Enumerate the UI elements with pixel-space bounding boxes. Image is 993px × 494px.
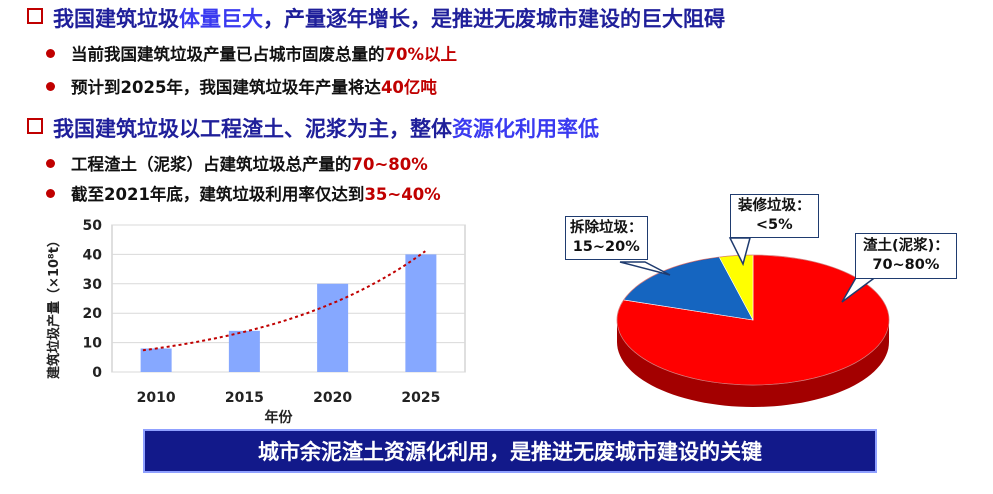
- dot-bullet-icon: [46, 159, 55, 168]
- dot-bullet-icon: [46, 49, 55, 58]
- callout-pointer: [728, 237, 751, 267]
- callout-decoration-label: 装修垃圾：: [738, 198, 811, 214]
- callout-decoration: 装修垃圾： <5%: [730, 194, 819, 238]
- trendline: [142, 250, 426, 352]
- heading-composition: 我国建筑垃圾以工程渣土、泥浆为主，整体资源化利用率低: [27, 113, 599, 143]
- bullet-forecast-highlight: 40亿吨: [380, 78, 437, 97]
- callout-muck: 渣土(泥浆)： 70~80%: [855, 233, 957, 279]
- heading-volume: 我国建筑垃圾体量巨大，产量逐年增长，是推进无废城市建设的巨大阻碍: [27, 3, 725, 33]
- callout-muck-label: 渣土(泥浆)：: [863, 238, 949, 254]
- bullet-share: 当前我国建筑垃圾产量已占城市固废总量的70%以上: [46, 41, 457, 65]
- dot-bullet-icon: [46, 82, 55, 91]
- y-tick-label: 30: [83, 277, 103, 293]
- bullet-share-text: 当前我国建筑垃圾产量已占城市固废总量的: [71, 45, 385, 64]
- y-tick-label: 20: [83, 306, 103, 322]
- conclusion-banner: 城市余泥渣土资源化利用，是推进无废城市建设的关键: [143, 429, 877, 473]
- bullet-soil-share-highlight: 70~80%: [351, 155, 428, 174]
- bullet-share-highlight: 70%以上: [384, 45, 458, 64]
- y-tick-label: 10: [83, 336, 103, 352]
- heading-volume-text: 我国建筑垃圾: [53, 7, 179, 31]
- pie-chart: [616, 237, 890, 407]
- y-tick-label: 50: [83, 218, 103, 234]
- bullet-forecast-text: 预计到2025年，我国建筑垃圾年产量将达: [71, 78, 381, 97]
- x-tick-label: 2025: [401, 390, 440, 406]
- dot-bullet-icon: [46, 189, 55, 198]
- x-axis-title: 年份: [265, 409, 294, 425]
- bar-chart: 0 10 20 30 40 50 2010 2015 2020 2025 年份 建筑垃圾产量（×10⁸…: [46, 218, 466, 425]
- heading-volume-rest: ，产量逐年增长，是推进无废城市建设的巨大阻碍: [263, 7, 725, 31]
- heading-composition-text: 我国建筑垃圾以工程渣土、泥浆为主，整体: [53, 117, 452, 141]
- bullet-soil-share: 工程渣土（泥浆）占建筑垃圾总产量的70~80%: [46, 151, 428, 175]
- x-tick-label: 2020: [313, 390, 352, 406]
- x-tick-label: 2010: [137, 390, 176, 406]
- callout-demolition-label: 拆除垃圾：: [570, 220, 643, 236]
- bar: [317, 283, 349, 372]
- bar: [140, 348, 172, 372]
- callout-pointer: [619, 261, 671, 276]
- y-tick-label: 0: [92, 365, 102, 381]
- y-axis-title: 建筑垃圾产量（×10⁸t）: [46, 234, 62, 379]
- bullet-forecast: 预计到2025年，我国建筑垃圾年产量将达40亿吨: [46, 74, 437, 98]
- pie-rim: [616, 254, 890, 386]
- callout-demolition: 拆除垃圾： 15~20%: [565, 216, 648, 260]
- y-tick-label: 40: [83, 247, 103, 263]
- pie-side-wall: [617, 320, 889, 407]
- bullet-utilization-highlight: 35~40%: [364, 185, 441, 204]
- bar: [228, 330, 260, 372]
- square-bullet-icon: [27, 118, 43, 134]
- heading-volume-emphasis: 体量巨大: [179, 7, 263, 31]
- bullet-utilization: 截至2021年底，建筑垃圾利用率仅达到35~40%: [46, 181, 441, 205]
- callout-decoration-value: <5%: [755, 217, 793, 233]
- bar: [405, 254, 437, 372]
- x-tick-label: 2015: [225, 390, 264, 406]
- bullet-soil-share-text: 工程渣土（泥浆）占建筑垃圾总产量的: [71, 155, 352, 174]
- callout-muck-value: 70~80%: [872, 257, 940, 273]
- bullet-utilization-text: 截至2021年底，建筑垃圾利用率仅达到: [71, 185, 365, 204]
- heading-composition-emphasis: 资源化利用率低: [452, 117, 599, 141]
- callout-demolition-value: 15~20%: [572, 239, 640, 255]
- square-bullet-icon: [27, 8, 43, 24]
